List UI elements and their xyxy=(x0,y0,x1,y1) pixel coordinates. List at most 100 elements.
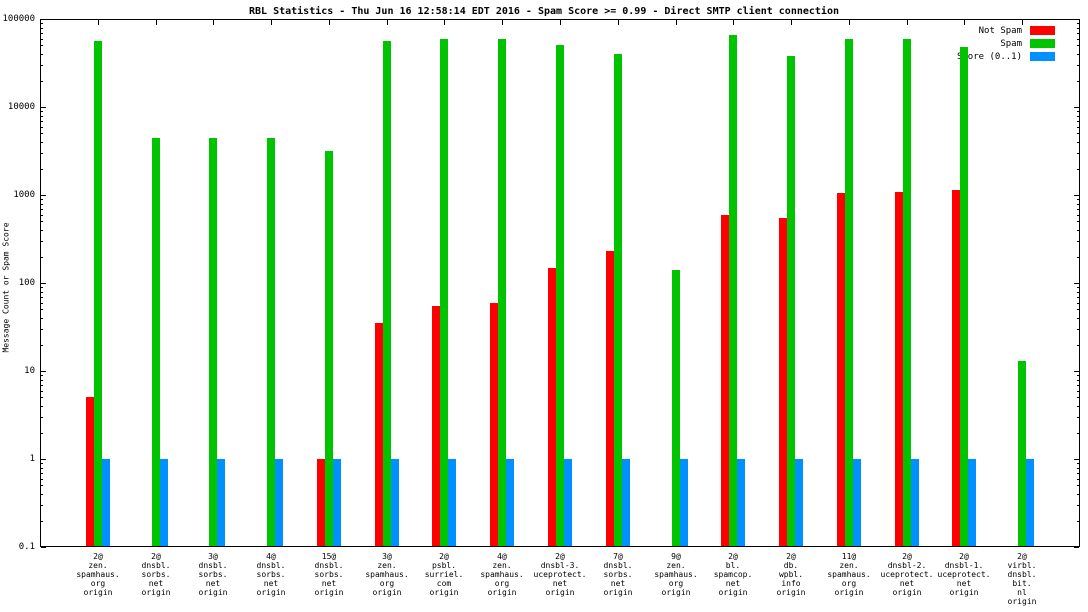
bar-notspam-8 xyxy=(548,268,556,546)
y-minor-tick-mark xyxy=(1077,303,1079,304)
legend-item: Not Spam xyxy=(957,24,1055,37)
x-category-label: 2@ dnsbl-1. uceprotect. net origin xyxy=(937,552,991,597)
bar-score01-14 xyxy=(911,459,919,546)
bar-spam-16 xyxy=(1018,361,1026,546)
y-minor-tick-mark xyxy=(41,521,43,522)
y-minor-tick-mark xyxy=(41,433,43,434)
chart-title: RBL Statistics - Thu Jun 16 12:58:14 EDT… xyxy=(248,6,839,17)
x-category-label: 2@ dnsbl-2. uceprotect. net origin xyxy=(880,552,934,597)
y-tick-mark xyxy=(1074,19,1079,20)
bar-notspam-14 xyxy=(895,192,903,546)
y-minor-tick-mark xyxy=(41,116,43,117)
bar-score01-0 xyxy=(102,459,110,546)
y-tick-label: 1 xyxy=(29,454,35,464)
y-minor-tick-mark xyxy=(41,127,43,128)
x-tick-mark xyxy=(444,20,445,25)
y-minor-tick-mark xyxy=(41,417,43,418)
y-tick-mark xyxy=(1074,459,1079,460)
y-tick-mark xyxy=(1074,371,1079,372)
y-minor-tick-mark xyxy=(41,230,43,231)
y-minor-tick-mark xyxy=(41,397,43,398)
x-category-label: 9@ zen. spamhaus. org origin xyxy=(654,552,698,597)
bar-notspam-7 xyxy=(490,303,498,546)
y-minor-tick-mark xyxy=(41,142,43,143)
y-minor-tick-mark xyxy=(1077,169,1079,170)
x-category-label: 3@ zen. spamhaus. org origin xyxy=(365,552,409,597)
y-minor-tick-mark xyxy=(1077,380,1079,381)
x-category-label: 7@ dnsbl. sorbs. net origin xyxy=(603,552,633,597)
y-minor-tick-mark xyxy=(1077,287,1079,288)
y-minor-tick-mark xyxy=(41,375,43,376)
bar-score01-9 xyxy=(622,459,630,546)
y-minor-tick-mark xyxy=(41,241,43,242)
y-minor-tick-mark xyxy=(1077,33,1079,34)
y-minor-tick-mark xyxy=(1077,209,1079,210)
y-minor-tick-mark xyxy=(1077,257,1079,258)
y-minor-tick-mark xyxy=(41,380,43,381)
y-minor-tick-mark xyxy=(41,65,43,66)
x-category-label: 3@ dnsbl. sorbs. net origin xyxy=(198,552,228,597)
y-minor-tick-mark xyxy=(41,54,43,55)
y-minor-tick-mark xyxy=(1077,153,1079,154)
x-tick-mark xyxy=(271,20,272,25)
x-category-label: 4@ dnsbl. sorbs. net origin xyxy=(256,552,286,597)
y-minor-tick-mark xyxy=(41,329,43,330)
plot-area xyxy=(40,19,1080,547)
y-minor-tick-mark xyxy=(41,479,43,480)
y-minor-tick-mark xyxy=(41,494,43,495)
bar-spam-8 xyxy=(556,45,564,546)
y-tick-mark xyxy=(1074,195,1079,196)
bar-notspam-5 xyxy=(375,323,383,546)
y-minor-tick-mark xyxy=(41,81,43,82)
y-minor-tick-mark xyxy=(1077,81,1079,82)
y-minor-tick-mark xyxy=(41,345,43,346)
legend-label: Not Spam xyxy=(978,25,1022,36)
y-tick-mark xyxy=(41,19,46,20)
y-minor-tick-mark xyxy=(41,153,43,154)
bar-score01-2 xyxy=(217,459,225,546)
bar-score01-12 xyxy=(795,459,803,546)
y-minor-tick-mark xyxy=(41,468,43,469)
y-minor-tick-mark xyxy=(41,23,43,24)
y-minor-tick-mark xyxy=(41,28,43,29)
bar-spam-10 xyxy=(672,270,680,546)
bar-score01-16 xyxy=(1026,459,1034,546)
y-minor-tick-mark xyxy=(1077,521,1079,522)
y-tick-label: 1000 xyxy=(13,190,35,200)
y-minor-tick-mark xyxy=(41,385,43,386)
y-minor-tick-mark xyxy=(1077,329,1079,330)
y-minor-tick-mark xyxy=(1077,479,1079,480)
bar-spam-2 xyxy=(209,138,217,546)
y-minor-tick-mark xyxy=(41,215,43,216)
bar-spam-9 xyxy=(614,54,622,546)
y-tick-mark xyxy=(1074,547,1079,548)
y-minor-tick-mark xyxy=(1077,292,1079,293)
bar-spam-5 xyxy=(383,41,391,546)
y-tick-mark xyxy=(41,283,46,284)
x-tick-mark xyxy=(791,20,792,25)
y-minor-tick-mark xyxy=(1077,199,1079,200)
x-tick-mark xyxy=(618,20,619,25)
y-minor-tick-mark xyxy=(1077,142,1079,143)
x-tick-mark xyxy=(329,20,330,25)
y-tick-label: 100 xyxy=(18,278,35,288)
x-category-label: 2@ db. wpbl. info origin xyxy=(776,552,806,597)
y-minor-tick-mark xyxy=(41,209,43,210)
bar-notspam-0 xyxy=(86,397,94,546)
bar-notspam-6 xyxy=(432,306,440,546)
x-tick-mark xyxy=(964,20,965,25)
y-tick-label: 100000 xyxy=(2,14,35,24)
x-category-label: 2@ virbl. dnsbl. bit. nl origin xyxy=(1007,552,1037,606)
bar-score01-4 xyxy=(333,459,341,546)
y-tick-mark xyxy=(41,547,46,548)
y-minor-tick-mark xyxy=(1077,318,1079,319)
y-minor-tick-mark xyxy=(41,221,43,222)
bar-score01-15 xyxy=(968,459,976,546)
x-category-label: 4@ zen. spamhaus. org origin xyxy=(480,552,524,597)
bar-notspam-4 xyxy=(317,459,325,546)
y-minor-tick-mark xyxy=(41,473,43,474)
y-minor-tick-mark xyxy=(1077,297,1079,298)
bar-notspam-12 xyxy=(779,218,787,546)
bar-spam-7 xyxy=(498,39,506,546)
x-tick-mark xyxy=(387,20,388,25)
